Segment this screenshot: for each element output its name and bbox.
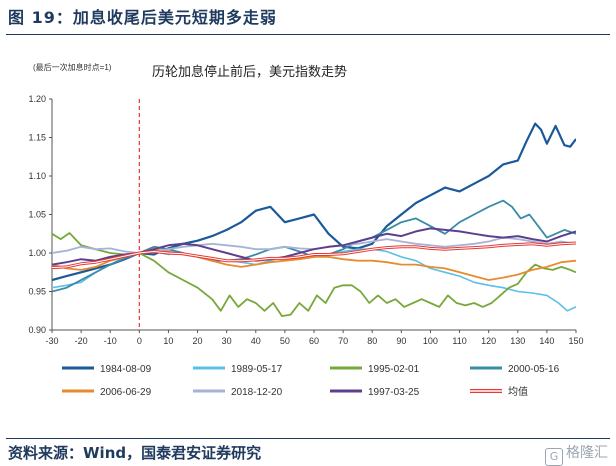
x-tick-label-13: 100 <box>423 336 438 346</box>
y-tick-label-0: 0.90 <box>28 325 46 335</box>
legend-label-0: 1984-08-09 <box>100 364 152 375</box>
series-line-inner-7 <box>52 242 576 269</box>
y-tick-label-2: 1.00 <box>28 248 46 258</box>
legend-label-7: 均值 <box>508 385 528 398</box>
bottom-rule <box>6 438 610 439</box>
legend-label-5: 2018-12-20 <box>231 387 283 398</box>
y-tick-label-1: 0.95 <box>28 287 46 297</box>
x-tick-label-10: 70 <box>338 336 348 346</box>
x-tick-label-5: 20 <box>193 336 203 346</box>
x-tick-label-11: 80 <box>367 336 377 346</box>
x-tick-label-0: -30 <box>45 336 58 346</box>
legend-label-2: 1995-02-01 <box>368 364 420 375</box>
x-tick-label-16: 130 <box>510 336 525 346</box>
top-rule <box>6 34 610 35</box>
series-group <box>52 122 576 318</box>
x-tick-label-18: 150 <box>568 336 583 346</box>
x-tick-label-9: 60 <box>309 336 319 346</box>
x-tick-label-14: 110 <box>452 336 466 346</box>
figure-title: 图 19：加息收尾后美元短期多走弱 <box>8 8 277 27</box>
x-tick-label-15: 120 <box>481 336 496 346</box>
legend-label-4: 2006-06-29 <box>100 387 152 398</box>
y-tick-label-6: 1.20 <box>28 94 46 104</box>
y-tick-label-4: 1.10 <box>28 171 46 181</box>
series-line-2 <box>52 232 576 318</box>
usd-index-chart: (最后一次加息时点=1) 历轮加息停止前后，美元指数走势 0.90 0.95 1.0… <box>28 62 583 398</box>
chart-title: 历轮加息停止前后，美元指数走势 <box>152 64 347 79</box>
x-tick-label-1: -20 <box>75 336 88 346</box>
x-tick-label-2: -10 <box>104 336 117 346</box>
series-line-0 <box>52 122 576 282</box>
y-tick-label-5: 1.15 <box>28 133 46 143</box>
source-note: 资料来源：Wind，国泰君安证券研究 <box>8 444 262 462</box>
watermark-text: 格隆汇 <box>566 445 608 461</box>
x-tick-label-3: 0 <box>137 336 142 346</box>
x-tick-label-7: 40 <box>251 336 261 346</box>
x-tick-label-4: 10 <box>163 336 173 346</box>
x-tick-label-8: 50 <box>280 336 290 346</box>
legend-label-6: 1997-03-25 <box>368 387 420 398</box>
y-tick-label-3: 1.05 <box>28 210 46 220</box>
x-tick-label-6: 30 <box>222 336 232 346</box>
watermark: G 格隆汇 <box>545 442 608 466</box>
x-tick-label-12: 90 <box>396 336 406 346</box>
plot-area: 0.90 0.95 1.00 1.05 1.10 1.15 1.20 -30 -20 -10 0 10… <box>28 94 583 346</box>
watermark-logo-icon: G <box>545 448 563 466</box>
legend: 1984-08-09 1989-05-17 1995-02-01 2000-05-16… <box>62 364 560 398</box>
legend-label-3: 2000-05-16 <box>508 364 560 375</box>
series-line-3 <box>52 199 576 293</box>
x-tick-label-17: 140 <box>539 336 554 346</box>
legend-label-1: 1989-05-17 <box>231 364 283 375</box>
chart-subtitle: (最后一次加息时点=1) <box>33 62 112 72</box>
